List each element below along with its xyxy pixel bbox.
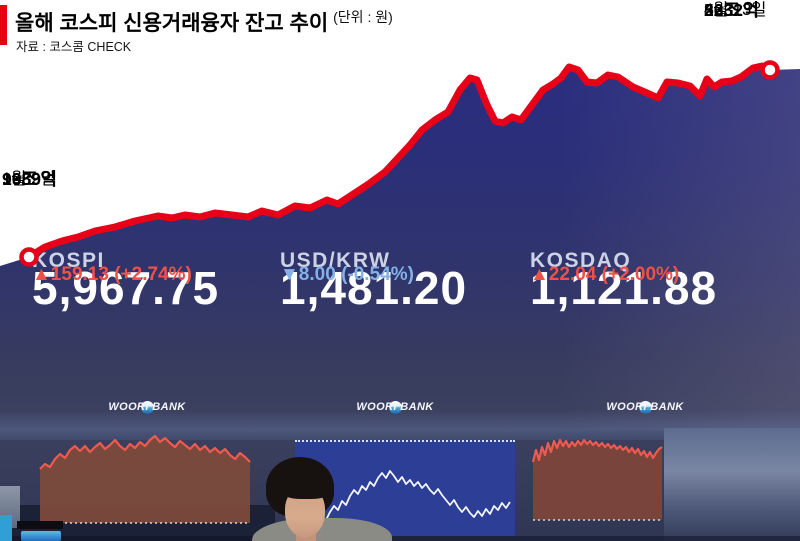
ticker-change: ▲159.13 (+2.74%) [32, 264, 192, 285]
start-marker [19, 247, 39, 267]
monitor-screen [0, 515, 12, 541]
ticker-name: USD/KRW [280, 249, 391, 272]
woori-bank-logo: WOORI BANK [32, 399, 262, 415]
ticker-value: 1,121.88 [530, 262, 718, 314]
unit-label: (단위 : 원) [333, 9, 393, 25]
woori-bank-logo: WOORI BANK [530, 399, 760, 415]
source-label: 자료 : 코스콤 CHECK [16, 40, 132, 54]
board-tint [560, 60, 800, 430]
white-mask-above-line [0, 0, 800, 266]
woori-bank-label: WOORI BANK [108, 401, 186, 413]
trend-line [25, 62, 774, 261]
ticker-name: KOSPI [32, 249, 105, 272]
kospi-intraday-line [39, 434, 251, 470]
kosdaq-intraday-area [533, 440, 662, 520]
ticker-name: KOSDAQ [530, 249, 632, 272]
title-accent-bar [0, 5, 7, 45]
ticker-change: ▲22.04 (+2.00%) [530, 264, 680, 285]
ticker-value: 5,967.75 [32, 262, 220, 314]
page-title: 올해 코스피 신용거래융자 잔고 추이 (단위 : 원) [15, 9, 393, 35]
ticker-value: 1,481.20 [280, 262, 468, 314]
bottom-shadow-strip [0, 536, 800, 541]
kospi-intraday-area [40, 436, 250, 523]
woori-bank-icon [140, 400, 154, 414]
ticker-change: ▼8.00 (-0.54%) [280, 264, 414, 285]
woori-bank-label: WOORI BANK [356, 401, 434, 413]
board-bottom-right-wall [664, 428, 800, 541]
usdkrw-intraday-line [317, 470, 511, 525]
desk-screen-glow [21, 531, 61, 541]
end-marker [760, 60, 780, 80]
woori-bank-icon [388, 400, 402, 414]
woori-bank-icon [638, 400, 652, 414]
desk-device [17, 521, 63, 529]
person-hair-fringe [281, 481, 331, 499]
kosdaq-intraday-line [531, 438, 663, 463]
woori-bank-logo: WOORI BANK [280, 399, 510, 415]
woori-bank-label: WOORI BANK [606, 401, 684, 413]
